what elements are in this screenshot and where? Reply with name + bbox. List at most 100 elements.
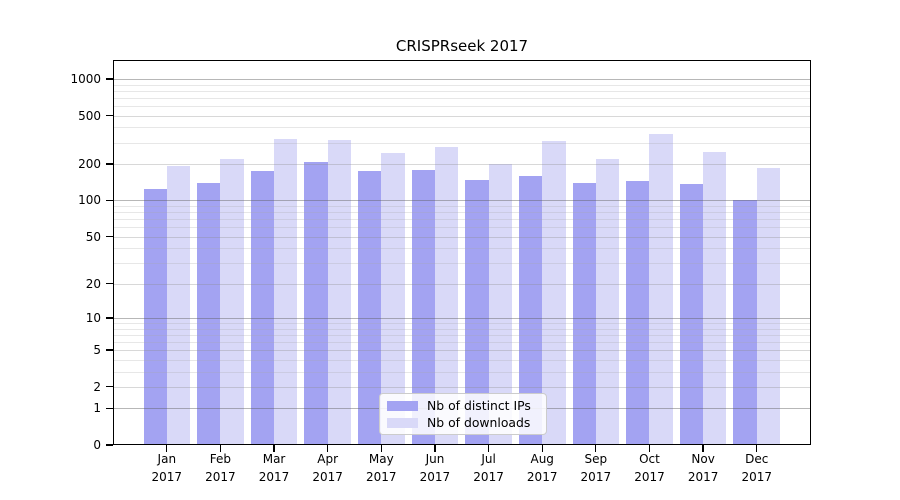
bar-downloads: [434, 146, 459, 445]
legend-swatch: [387, 417, 418, 428]
bar-downloads: [595, 158, 620, 445]
bar-downloads: [381, 153, 405, 445]
y-axis-tick: [106, 283, 113, 285]
x-axis-tick-label-line: Dec: [745, 452, 769, 466]
gridline-minor: [113, 142, 811, 144]
y-axis-tick-label: 50: [85, 229, 101, 244]
legend: Nb of distinct IPs Nb of downloads: [379, 393, 547, 435]
bar-distinct-ips: [518, 175, 543, 445]
bar-downloads: [327, 140, 351, 445]
bar-distinct-ips: [358, 171, 382, 445]
x-axis-tick-label-line: Aug: [530, 452, 554, 466]
x-axis-tick-label-line: 2017: [151, 469, 183, 484]
x-axis-tick-label: Jul 2017: [457, 451, 521, 486]
x-axis-tick-label-line: Apr: [317, 452, 339, 466]
bar-distinct-ips: [197, 182, 221, 445]
x-axis-tick-label: Dec 2017: [725, 451, 789, 486]
y-axis-tick-label: 100: [78, 193, 101, 208]
gridline-minor: [113, 97, 811, 99]
bar-distinct-ips: [143, 188, 167, 445]
legend-swatch: [387, 400, 418, 411]
bar-distinct-ips: [679, 183, 704, 445]
x-axis-tick-label-line: 2017: [634, 469, 665, 484]
bar-distinct-ips: [733, 200, 757, 445]
x-axis-tick-label-line: 2017: [312, 469, 343, 484]
x-axis-tick-label-line: 2017: [258, 469, 290, 484]
chart-title: CRISPRseek 2017: [395, 37, 529, 55]
x-axis-tick: [327, 445, 329, 452]
x-axis-tick: [756, 445, 758, 452]
bar-distinct-ips: [411, 170, 435, 445]
y-axis-tick-label: 500: [78, 108, 101, 123]
bar-downloads: [703, 152, 727, 445]
y-axis-tick: [106, 444, 113, 446]
y-axis-tick: [106, 78, 113, 80]
legend-entry: Nb of downloads: [387, 415, 546, 430]
y-axis-tick-label: 1000: [70, 71, 101, 86]
bar-downloads: [220, 158, 244, 445]
gridline-minor: [113, 127, 811, 129]
x-axis-tick-label: Mar 2017: [242, 451, 306, 486]
x-axis-tick-label-line: Nov: [691, 452, 715, 466]
x-axis-tick-label-line: 2017: [419, 469, 451, 484]
bar-distinct-ips: [626, 180, 650, 445]
x-axis-tick-label-line: Jan: [157, 452, 177, 466]
y-axis-tick-label: 5: [93, 343, 101, 358]
bar-downloads: [649, 133, 673, 445]
y-axis-tick: [106, 349, 113, 351]
y-axis-tick-label: 1: [93, 401, 101, 416]
y-axis-tick: [106, 317, 113, 319]
bar-distinct-ips: [572, 183, 596, 445]
y-axis-tick-label: 20: [85, 276, 101, 291]
x-axis-tick-label: Jan 2017: [135, 451, 199, 486]
y-axis-tick-label: 2: [93, 379, 101, 394]
x-axis-tick-label-line: Oct: [639, 452, 660, 466]
x-axis-tick-label-line: 2017: [526, 469, 558, 484]
bar-downloads: [274, 138, 298, 445]
x-axis-tick-label: Jun 2017: [403, 451, 467, 486]
legend-label: Nb of downloads: [427, 415, 531, 430]
x-axis-tick-label-line: Jun: [425, 452, 445, 466]
bar-distinct-ips: [250, 170, 275, 445]
bar-downloads: [542, 140, 566, 445]
x-axis-tick-label-line: 2017: [366, 469, 397, 484]
x-axis-tick-label-line: Jul: [481, 452, 496, 466]
y-axis-tick-label: 10: [85, 310, 101, 325]
x-axis-tick-label: May 2017: [349, 451, 413, 486]
y-axis-tick-label: 200: [78, 157, 101, 171]
x-axis-tick: [219, 445, 222, 452]
x-axis-tick-label-line: Mar: [262, 452, 286, 466]
x-axis-tick-label-line: 2017: [687, 469, 719, 484]
x-axis-tick-label: Oct 2017: [617, 451, 681, 486]
x-axis-tick: [487, 445, 490, 452]
bar-downloads: [488, 164, 512, 445]
gridline-major: [113, 78, 811, 80]
x-axis-tick: [595, 445, 597, 452]
y-axis-tick: [106, 236, 113, 238]
y-axis-tick-label: 0: [93, 438, 101, 452]
y-axis-tick: [106, 163, 113, 165]
x-axis-tick: [648, 445, 651, 452]
x-axis-tick-label-line: Feb: [209, 452, 232, 466]
x-axis-tick: [702, 445, 704, 452]
x-axis-tick: [380, 445, 382, 452]
bar-distinct-ips: [304, 161, 328, 445]
x-axis-tick-label: Apr 2017: [296, 451, 360, 486]
x-axis-tick-label: Feb 2017: [188, 451, 252, 486]
x-axis-tick: [273, 445, 275, 452]
x-axis-tick-label-line: 2017: [205, 469, 236, 484]
gridline-minor: [113, 84, 811, 86]
legend-label: Nb of distinct IPs: [427, 398, 531, 413]
bar-distinct-ips: [465, 179, 489, 445]
gridline-minor: [113, 105, 811, 107]
x-axis-tick-label-line: 2017: [741, 469, 772, 484]
y-axis-tick: [106, 386, 113, 388]
x-axis-tick: [541, 445, 543, 452]
x-axis-tick: [434, 445, 436, 452]
x-axis-tick-label: Nov 2017: [671, 451, 735, 486]
x-axis-tick-label-line: Sep: [584, 452, 608, 466]
y-axis-tick: [106, 407, 113, 409]
legend-entry: Nb of distinct IPs: [387, 398, 546, 413]
gridline: [113, 115, 811, 117]
